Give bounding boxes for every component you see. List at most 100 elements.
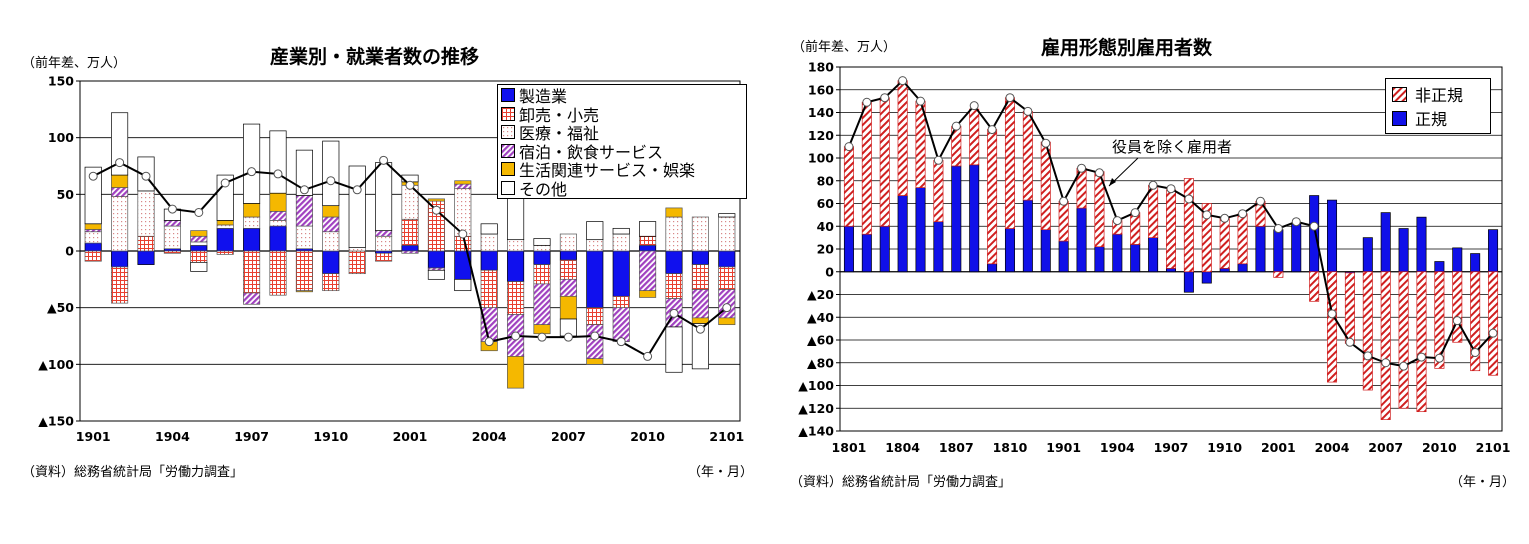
line-point-1910 xyxy=(1220,213,1230,223)
bar-medical_welfare-1908 xyxy=(269,220,287,227)
bar-manufacturing-2011 xyxy=(665,250,683,275)
y-tick-label: ▲20 xyxy=(807,287,834,302)
bar-medical_welfare-1904 xyxy=(163,225,181,250)
x-tick-label: 1904 xyxy=(155,429,190,444)
x-tick-label: 1910 xyxy=(313,429,348,444)
bar-regular-1802 xyxy=(861,233,872,273)
bar-regular-1904 xyxy=(1112,233,1123,273)
bar-other-2005 xyxy=(507,197,525,241)
x-tick-label: 2001 xyxy=(393,429,428,444)
line-point-1904 xyxy=(167,204,177,214)
bar-regular-1909 xyxy=(1201,271,1212,284)
bar-living_entertainment-1906 xyxy=(216,220,234,226)
bar-wholesale_retail-1907 xyxy=(243,250,261,294)
bar-living_entertainment-2002 xyxy=(427,198,445,202)
y-tick-label: 60 xyxy=(817,196,835,211)
bar-medical_welfare-1905 xyxy=(190,241,208,246)
bar-wholesale_retail-1906 xyxy=(216,250,234,255)
chart-title: 雇用形態別雇用者数 xyxy=(1041,37,1213,59)
bar-other-1911 xyxy=(348,165,366,248)
bar-accommodation_food-2007 xyxy=(559,278,577,297)
bar-living_entertainment-1908 xyxy=(269,192,287,212)
bar-wholesale_retail-2001 xyxy=(401,218,419,246)
bar-nonregular-1905 xyxy=(1130,212,1141,245)
line-point-1811 xyxy=(1023,106,1033,116)
line-point-1911 xyxy=(352,185,362,195)
y-tick-label: ▲140 xyxy=(798,424,834,439)
bar-regular-2007 xyxy=(1380,212,1391,273)
line-point-2006 xyxy=(1363,351,1373,361)
bar-other-2012 xyxy=(691,323,709,370)
x-tick-label: 1804 xyxy=(885,440,920,455)
bar-nonregular-2005 xyxy=(1344,272,1355,344)
bar-accommodation_food-1905 xyxy=(190,235,208,243)
bar-medical_welfare-1910 xyxy=(322,231,340,252)
solid-blue-swatch xyxy=(1392,110,1407,126)
x-tick-label: 1904 xyxy=(1100,440,1135,455)
employment-type-chart: 180 160 140 120 100 80 60 40 20 0 ▲20 ▲40 ▲60 ▲80 ▲100… xyxy=(798,60,1511,456)
bar-nonregular-2012 xyxy=(1470,271,1481,372)
bar-wholesale_retail-1905 xyxy=(190,250,208,263)
y-tick-label: 80 xyxy=(817,173,835,188)
bar-medical_welfare-1903 xyxy=(137,190,155,237)
bar-regular-1804 xyxy=(897,195,908,273)
line-point-2009 xyxy=(616,337,626,347)
bar-other-1910 xyxy=(322,140,340,207)
legend-label: 医療・福祉 xyxy=(519,124,600,144)
bar-nonregular-1908 xyxy=(1183,178,1194,273)
bar-manufacturing-2010 xyxy=(639,244,657,252)
bar-regular-1810 xyxy=(1004,228,1015,273)
y-tick-label: 50 xyxy=(57,187,75,202)
bar-wholesale_retail-2004 xyxy=(480,269,498,309)
line-point-2010 xyxy=(643,351,653,361)
line-point-2007 xyxy=(563,332,573,342)
bar-accommodation_food-1909 xyxy=(295,195,313,227)
line-point-2004 xyxy=(484,337,494,347)
bar-living_entertainment-2011 xyxy=(665,207,683,218)
bar-regular-1807 xyxy=(951,165,962,273)
legend-label: 卸売・小売 xyxy=(519,105,600,125)
y-tick-label: ▲100 xyxy=(798,378,834,393)
bar-nonregular-1801 xyxy=(843,146,854,227)
line-point-1906 xyxy=(1148,180,1158,190)
bar-wholesale_retail-1910 xyxy=(322,273,340,292)
bar-manufacturing-2005 xyxy=(507,250,525,282)
x-tick-label: 2004 xyxy=(472,429,507,444)
bar-nonregular-2009 xyxy=(1416,271,1427,413)
bar-nonregular-2004 xyxy=(1327,271,1338,383)
bar-wholesale_retail-2008 xyxy=(586,307,604,326)
x-tick-label: 1901 xyxy=(76,429,111,444)
bar-regular-1908 xyxy=(1183,271,1194,293)
bar-nonregular-2008 xyxy=(1398,271,1409,409)
line-point-2005 xyxy=(511,331,521,341)
legend-label: 宿泊・飲食サービス xyxy=(519,142,664,162)
bar-regular-2008 xyxy=(1398,228,1409,273)
red-hatch-swatch xyxy=(1392,86,1407,102)
bar-living_entertainment-1905 xyxy=(190,230,208,237)
bar-other-1902 xyxy=(111,112,129,176)
chart-legend: 非正規 正規 xyxy=(1385,78,1491,134)
legend-label: 生活関連サービス・娯楽 xyxy=(519,161,696,181)
bar-manufacturing-2004 xyxy=(480,250,498,271)
bar-medical_welfare-2008 xyxy=(586,239,604,252)
bar-other-2008 xyxy=(586,221,604,241)
bar-regular-1805 xyxy=(915,187,926,273)
bar-nonregular-1802 xyxy=(861,101,872,235)
chart-legend: 製造業 卸売・小売 医療・福祉 宿泊・飲食サービス 生活関連サービス・娯楽 その他 xyxy=(497,84,747,199)
bar-medical_welfare-2012 xyxy=(691,216,709,252)
y-tick-label: 160 xyxy=(808,82,834,97)
bar-living_entertainment-2007 xyxy=(559,295,577,320)
bar-living_entertainment-2006 xyxy=(533,324,551,335)
bar-living_entertainment-1907 xyxy=(243,203,261,218)
bar-regular-1903 xyxy=(1094,246,1105,273)
bar-medical_welfare-1909 xyxy=(295,225,313,250)
x-tick-label: 2101 xyxy=(1476,440,1511,455)
bar-living_entertainment-2101 xyxy=(718,317,736,326)
line-point-1901 xyxy=(1059,196,1069,206)
line-point-1803 xyxy=(880,93,890,103)
bar-nonregular-1804 xyxy=(897,80,908,196)
x-axis-unit-label: （年・月） xyxy=(688,465,754,480)
bar-regular-1803 xyxy=(879,225,890,273)
bar-living_entertainment-2005 xyxy=(507,356,525,389)
line-point-2009 xyxy=(1416,352,1426,362)
